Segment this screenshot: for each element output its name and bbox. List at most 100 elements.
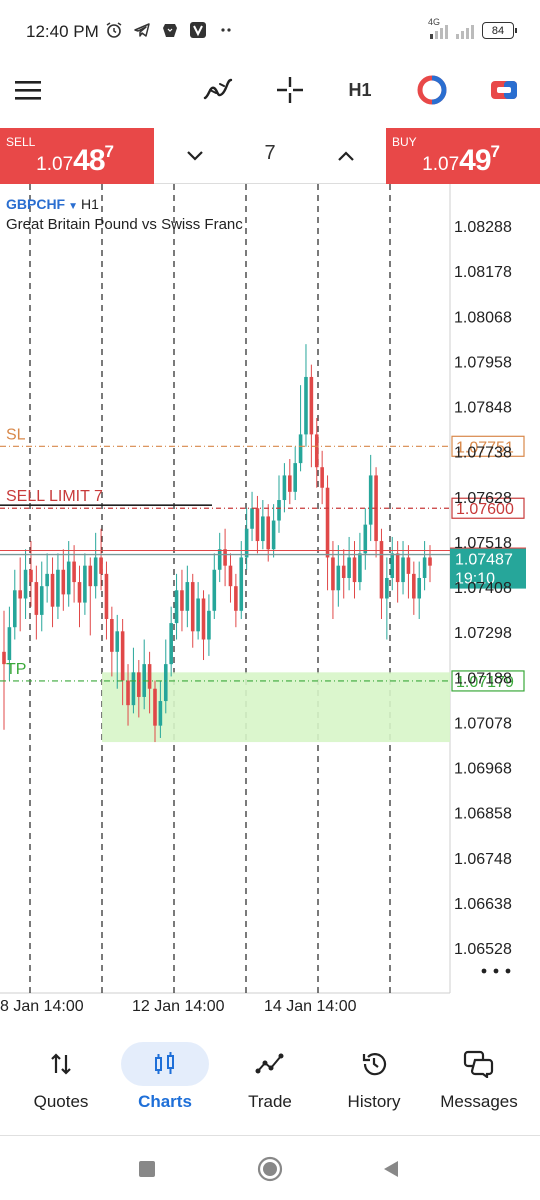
home-circle-icon xyxy=(257,1156,283,1182)
trade-panel-button[interactable] xyxy=(486,70,522,110)
nav-trade[interactable]: Trade xyxy=(220,1042,320,1112)
candle xyxy=(223,528,227,587)
candle xyxy=(7,606,12,681)
nav-history[interactable]: History xyxy=(324,1042,424,1112)
candle xyxy=(336,545,341,607)
candle-body xyxy=(153,688,157,726)
candle-body xyxy=(110,618,114,652)
nav-quotes-label: Quotes xyxy=(33,1092,89,1111)
chart-more-dots-icon xyxy=(481,968,511,974)
crosshair-button[interactable] xyxy=(270,70,310,110)
time-tick-label: 8 Jan 14:00 xyxy=(0,998,84,1015)
candle xyxy=(244,508,249,570)
trade-graph-icon xyxy=(220,1042,320,1086)
candle-body xyxy=(88,565,93,587)
bid-price-tag-box xyxy=(450,548,526,589)
candle xyxy=(12,569,17,640)
candle-body xyxy=(261,516,265,542)
candle-body xyxy=(180,590,184,611)
timeframe-button[interactable]: H1 xyxy=(340,70,380,110)
volume-decrease-button[interactable] xyxy=(175,136,215,176)
price-tick-label: 1.07298 xyxy=(454,625,512,642)
bar-countdown: 19:10 xyxy=(455,571,495,588)
candle xyxy=(374,467,378,558)
candle-body xyxy=(298,434,303,464)
one-click-trading-button[interactable] xyxy=(414,70,450,110)
price-tick-label: 1.06638 xyxy=(454,896,512,913)
candle-body xyxy=(201,598,206,640)
candle-body xyxy=(169,623,173,665)
candle xyxy=(228,553,233,603)
candle-body xyxy=(217,549,222,570)
home-button[interactable] xyxy=(255,1154,285,1184)
candle xyxy=(207,594,211,656)
candle-body xyxy=(244,528,249,558)
candle xyxy=(201,590,206,661)
candle xyxy=(169,606,173,677)
candle-body xyxy=(395,553,400,583)
candle xyxy=(185,565,190,628)
symbol-timeframe: H1 xyxy=(81,196,99,212)
bottom-navigation: Quotes Charts Trade History Messages xyxy=(0,1030,540,1136)
candle xyxy=(255,495,260,554)
battery-level: 84 xyxy=(491,24,505,37)
candle-body xyxy=(2,651,6,665)
candle xyxy=(190,573,195,648)
candle xyxy=(314,417,319,488)
volume-increase-button[interactable] xyxy=(326,136,366,176)
candle xyxy=(50,557,55,628)
candle xyxy=(153,680,157,743)
sell-button[interactable]: SELL 1.07487 xyxy=(0,128,154,184)
candle xyxy=(304,344,308,447)
candle-body xyxy=(228,565,233,587)
candle-body xyxy=(196,598,200,632)
candle xyxy=(23,549,28,619)
candle xyxy=(196,582,200,640)
candle xyxy=(412,561,416,615)
candle xyxy=(277,475,281,533)
candle xyxy=(115,614,120,689)
back-button[interactable] xyxy=(376,1154,406,1184)
alarm-icon xyxy=(104,20,124,40)
candle xyxy=(120,618,125,706)
price-tick-label: 1.08068 xyxy=(454,309,512,326)
candle-body xyxy=(72,561,76,583)
recents-button[interactable] xyxy=(132,1154,162,1184)
volume-value[interactable]: 7 xyxy=(264,142,276,164)
candle xyxy=(390,536,395,591)
candle xyxy=(282,463,287,513)
candle-body xyxy=(239,557,244,611)
candle-body xyxy=(336,565,341,591)
candle xyxy=(352,541,357,599)
candle xyxy=(212,553,217,619)
indicators-icon xyxy=(203,78,233,100)
candle-body xyxy=(34,582,39,615)
buy-price: 1.07497 xyxy=(422,142,500,178)
nav-charts[interactable]: Charts xyxy=(115,1042,215,1112)
order-price-tag: 1.07600 xyxy=(456,501,514,518)
candle-body xyxy=(174,590,179,624)
telegram-icon xyxy=(132,20,152,40)
price-tick-label: 1.07078 xyxy=(454,715,512,732)
time-tick-label: 14 Jan 14:00 xyxy=(264,998,357,1015)
candle-body xyxy=(250,508,254,529)
candle-body xyxy=(93,557,98,587)
candle-body xyxy=(99,557,103,574)
indicators-button[interactable] xyxy=(198,70,238,110)
order-line-label: TP xyxy=(6,661,26,678)
back-triangle-icon xyxy=(384,1161,398,1177)
candle-body xyxy=(120,631,125,681)
nav-quotes[interactable]: Quotes xyxy=(11,1042,111,1112)
more-dots-icon xyxy=(216,20,236,40)
candle xyxy=(250,491,254,542)
candle-body xyxy=(293,463,297,492)
candle xyxy=(401,541,405,595)
nav-messages[interactable]: Messages xyxy=(429,1042,529,1112)
symbol-header[interactable]: GBPCHF ▼ H1 xyxy=(6,196,99,212)
candle-body xyxy=(412,573,416,599)
price-tick-label: 1.06528 xyxy=(454,941,512,958)
candle xyxy=(325,475,330,591)
buy-button[interactable]: BUY 1.07497 xyxy=(386,128,540,184)
menu-button[interactable] xyxy=(12,70,44,110)
